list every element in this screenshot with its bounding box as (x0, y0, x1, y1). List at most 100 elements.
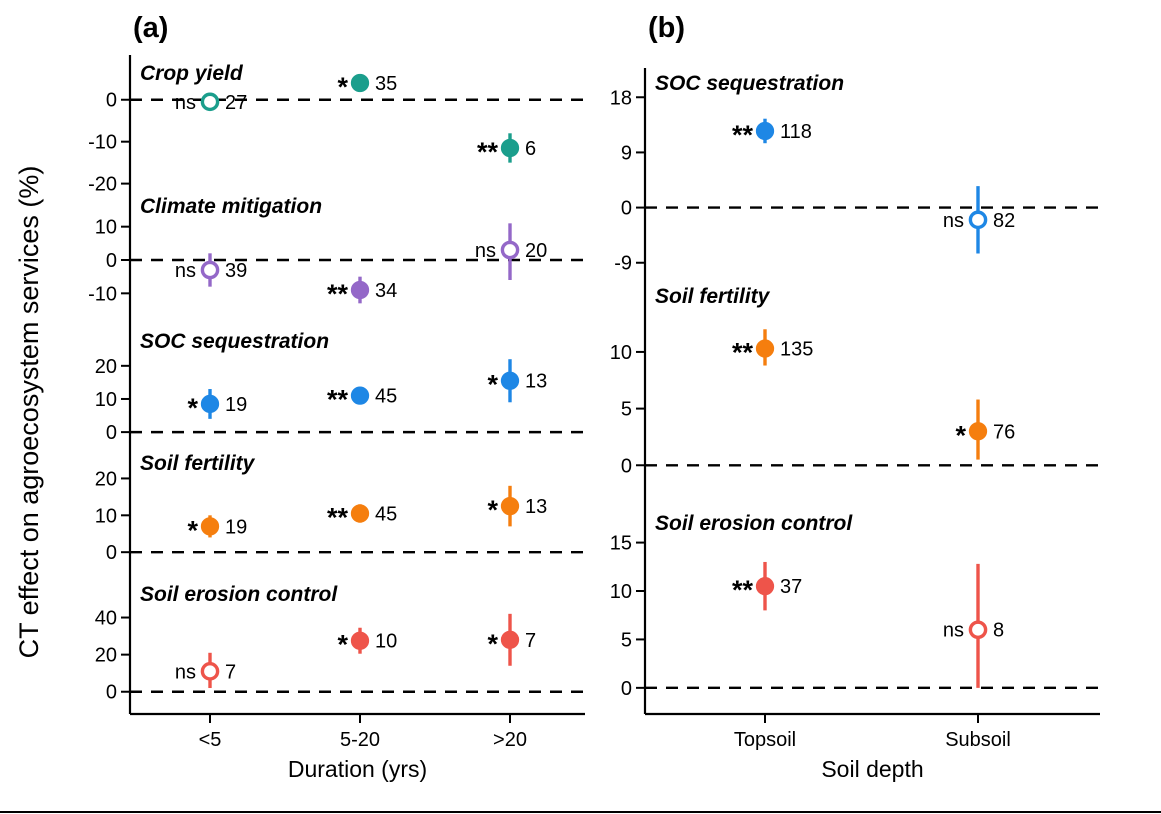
data-point (755, 121, 775, 141)
y-tick-label: 10 (610, 342, 632, 364)
n-label: 7 (225, 661, 236, 683)
n-label: 27 (225, 92, 247, 114)
data-point (200, 260, 220, 280)
y-tick-label: 0 (106, 542, 117, 564)
y-tick-label: 0 (106, 682, 117, 704)
sig-label: * (337, 630, 348, 660)
data-point (500, 240, 520, 260)
subpanel-title: SOC sequestration (140, 330, 329, 353)
y-tick-label: 9 (621, 142, 632, 164)
sig-label: ** (732, 120, 754, 150)
y-tick-label: 40 (95, 608, 117, 630)
n-label: 19 (225, 516, 247, 538)
data-point (200, 662, 220, 681)
subpanel-title: SOC sequestration (655, 72, 844, 95)
y-tick-label: 20 (95, 645, 117, 667)
n-label: 19 (225, 394, 247, 416)
y-tick-label: 10 (95, 389, 117, 411)
sig-label: * (337, 72, 348, 102)
data-point (200, 517, 220, 536)
y-tick-label: 20 (95, 356, 117, 378)
sig-label: ns (943, 210, 964, 232)
sig-label: * (487, 495, 498, 525)
sig-label: * (487, 370, 498, 400)
n-label: 7 (525, 630, 536, 652)
data-point (350, 504, 370, 523)
y-tick-label: 10 (610, 581, 632, 603)
y-tick-label: 10 (95, 505, 117, 527)
data-point (500, 371, 520, 390)
sig-label: ** (327, 279, 349, 309)
n-label: 34 (375, 280, 397, 302)
subpanel-title: Soil erosion control (140, 583, 338, 606)
y-tick-label: 5 (621, 629, 632, 651)
subpanel-title: Soil fertility (655, 285, 771, 308)
y-tick-label: 15 (610, 533, 632, 555)
x-tick-label: Subsoil (945, 729, 1011, 751)
y-tick-label: 0 (621, 198, 632, 220)
y-tick-label: -10 (88, 132, 117, 154)
y-tick-label: -10 (88, 283, 117, 305)
subpanel-title: Soil erosion control (655, 512, 853, 535)
data-point (968, 210, 988, 230)
sig-label: ** (732, 575, 754, 605)
sig-label: * (955, 420, 966, 450)
n-label: 6 (525, 138, 536, 160)
n-label: 39 (225, 260, 247, 282)
sig-label: ns (175, 661, 196, 683)
x-tick-label: 5-20 (340, 729, 380, 751)
n-label: 45 (375, 503, 397, 525)
data-point (350, 386, 370, 405)
n-label: 13 (525, 496, 547, 518)
n-label: 37 (780, 576, 802, 598)
sig-label: * (187, 393, 198, 423)
subpanel-title: Soil fertility (140, 452, 256, 475)
y-tick-label: 0 (621, 455, 632, 477)
subpanel-title: Climate mitigation (140, 195, 322, 218)
data-point (968, 422, 988, 441)
y-axis-label: CT effect on agroecosystem services (%) (14, 165, 44, 659)
y-tick-label: 18 (610, 87, 632, 109)
n-label: 45 (375, 386, 397, 408)
y-tick-label: 0 (106, 250, 117, 272)
n-label: 13 (525, 371, 547, 393)
sig-label: ** (477, 137, 499, 167)
data-point (200, 394, 220, 414)
n-label: 20 (525, 240, 547, 262)
x-tick-label: Topsoil (734, 729, 796, 751)
n-label: 10 (375, 631, 397, 653)
subpanel-title: Crop yield (140, 62, 244, 85)
y-tick-label: 5 (621, 399, 632, 421)
sig-label: ** (327, 385, 349, 415)
panel-b-label: (b) (648, 12, 686, 44)
n-label: 118 (780, 121, 812, 143)
y-tick-label: 0 (621, 678, 632, 700)
data-point (755, 339, 775, 358)
sig-label: ** (327, 502, 349, 532)
n-label: 76 (993, 421, 1015, 443)
data-point (350, 280, 370, 300)
y-tick-label: 20 (95, 468, 117, 490)
y-tick-label: 10 (95, 217, 117, 239)
sig-label: ** (732, 338, 754, 368)
sig-label: ns (943, 620, 964, 642)
data-point (968, 620, 988, 640)
data-point (500, 630, 520, 649)
n-label: 8 (993, 620, 1004, 642)
n-label: 35 (375, 73, 397, 95)
y-tick-label: -9 (614, 253, 632, 275)
sig-label: ns (175, 92, 196, 114)
x-tick-label: >20 (493, 729, 527, 751)
panel-a-label: (a) (133, 12, 169, 44)
sig-label: ns (475, 240, 496, 262)
data-point (755, 577, 775, 596)
panel-b-x-axis-title: Soil depth (821, 756, 924, 782)
sig-label: * (487, 629, 498, 659)
panel-a-x-axis-title: Duration (yrs) (287, 756, 428, 782)
n-label: 82 (993, 210, 1015, 232)
sig-label: ns (175, 260, 196, 282)
data-point (500, 496, 520, 516)
y-tick-label: 0 (106, 422, 117, 444)
n-label: 135 (780, 339, 813, 361)
